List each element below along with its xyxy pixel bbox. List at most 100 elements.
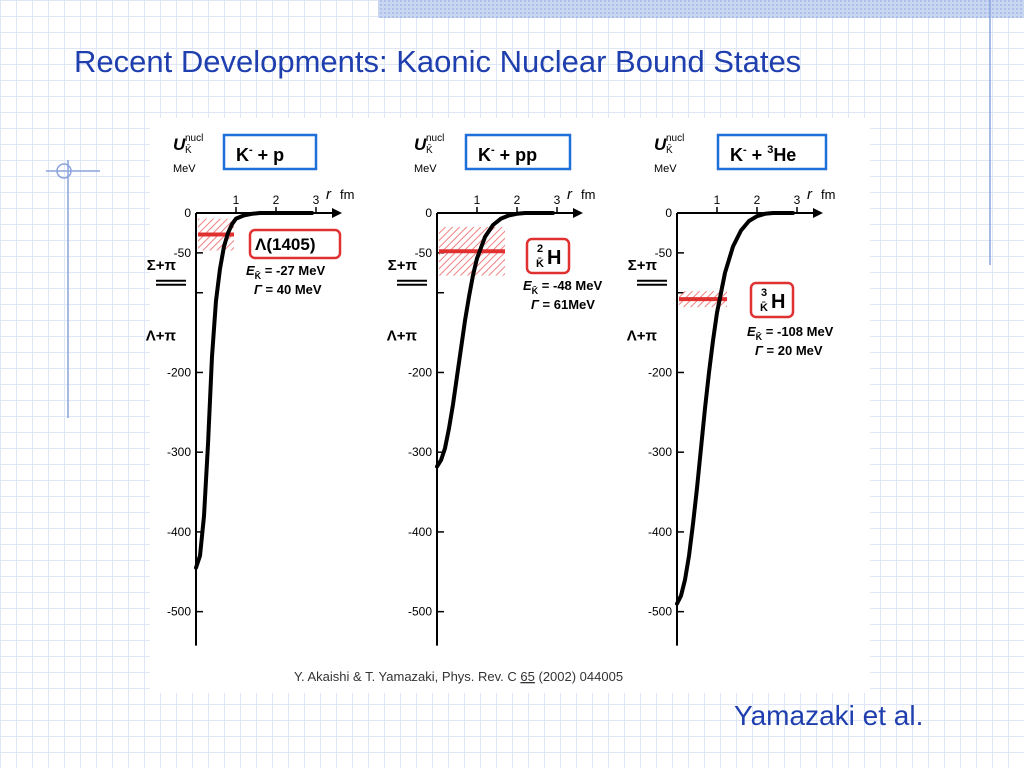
y-tick-label: -300 [408, 445, 432, 459]
y-tick-label: 0 [184, 206, 191, 220]
state-label-element: H [547, 247, 561, 269]
x-axis-variable: r [807, 186, 813, 203]
system-label-superscript: - [249, 144, 253, 156]
y-tick-label: -300 [648, 445, 672, 459]
y-tick-label: 0 [665, 206, 672, 220]
y-axis-label: U [414, 135, 427, 154]
y-axis-label-superscript: nucl [426, 133, 444, 144]
state-label-kaon: K̄ [536, 258, 544, 270]
x-tick-label: 3 [794, 193, 801, 207]
x-tick-label: 2 [754, 193, 761, 207]
x-axis-unit: fm [821, 187, 835, 202]
y-tick-label: -200 [648, 365, 672, 379]
x-axis-variable: r [326, 186, 332, 203]
x-tick-label: 1 [714, 193, 721, 207]
width-symbol: Γ [531, 297, 540, 312]
width-value: = 40 MeV [262, 282, 322, 297]
x-axis-arrow [332, 208, 342, 218]
state-label: Λ(1405) [255, 235, 315, 254]
x-axis-variable: r [567, 186, 573, 203]
x-axis-arrow [813, 208, 823, 218]
potential-curve [435, 211, 555, 469]
slide-footer: Yamazaki et al. [734, 700, 924, 731]
slide-title: Recent Developments: Kaonic Nuclear Boun… [74, 44, 802, 79]
state-label-mass-number: 3 [761, 287, 767, 299]
state-label-box [749, 281, 795, 319]
citation-volume: 65 [520, 669, 534, 684]
y-axis-label-symbol: U [414, 135, 427, 154]
system-label-mid: + [747, 145, 768, 165]
state-energy-text: EK̄ = -108 MeV [747, 324, 834, 342]
state-width-text: Γ = 40 MeV [254, 282, 322, 297]
x-tick-label: 3 [554, 193, 561, 207]
threshold-label: Σ+π [388, 257, 418, 274]
y-axis-label-symbol: U [654, 135, 667, 154]
system-label-base: K [478, 145, 491, 165]
system-label-rest: + pp [495, 145, 538, 165]
system-label-box [464, 133, 572, 171]
y-axis-unit: MeV [654, 163, 677, 175]
y-axis-unit: MeV [173, 163, 196, 175]
width-symbol: Γ [254, 282, 263, 297]
state-energy-text: EK̄ = -27 MeV [246, 263, 325, 281]
y-tick-label: -400 [167, 525, 191, 539]
x-tick-label: 2 [273, 193, 280, 207]
y-tick-label: -50 [655, 246, 673, 260]
y-tick-label: -50 [174, 246, 192, 260]
width-symbol: Γ [755, 343, 764, 358]
energy-subscript: K̄ [255, 271, 262, 281]
chart-panel [150, 118, 870, 693]
y-axis-label-subscript: K̄ [185, 143, 192, 156]
system-label: K- + pp [478, 144, 537, 165]
citation: Y. Akaishi & T. Yamazaki, Phys. Rev. C 6… [294, 669, 623, 684]
x-tick-label: 3 [313, 193, 320, 207]
y-tick-label: -200 [167, 365, 191, 379]
system-label-superscript: - [491, 144, 495, 156]
system-label: K- + 3He [730, 144, 796, 165]
system-label-base: K [236, 145, 249, 165]
y-axis-label-subscript: K̄ [426, 143, 433, 156]
y-tick-label: -300 [167, 445, 191, 459]
energy-symbol: E [523, 278, 532, 293]
system-label-base: K [730, 145, 743, 165]
energy-symbol: E [747, 324, 756, 339]
state-label-element: H [771, 291, 785, 313]
citation-post: (2002) 044005 [535, 669, 623, 684]
y-axis-label: U [654, 135, 667, 154]
threshold-label: Σ+π [147, 257, 177, 274]
state-label-box [525, 237, 571, 275]
crosshair-circle [56, 163, 72, 179]
x-axis-unit: fm [581, 187, 595, 202]
system-label-superscript: - [743, 144, 747, 156]
y-axis-label-superscript: nucl [185, 133, 203, 144]
y-axis-label: U [173, 135, 186, 154]
x-axis-arrow [573, 208, 583, 218]
energy-subscript: K̄ [532, 286, 539, 296]
energy-value: = -108 MeV [762, 324, 834, 339]
energy-symbol: E [246, 263, 255, 278]
system-label-superscript-2: 3 [767, 144, 773, 156]
y-tick-label: -400 [408, 525, 432, 539]
system-label-box [716, 133, 828, 171]
y-tick-label: -200 [408, 365, 432, 379]
state-label-box [248, 228, 342, 260]
y-axis-label-superscript: nucl [666, 133, 684, 144]
threshold-label: Λ+π [146, 328, 177, 345]
energy-value: = -48 MeV [538, 278, 602, 293]
y-tick-label: -400 [648, 525, 672, 539]
y-axis-label-symbol: U [173, 135, 186, 154]
state-energy-text: EK̄ = -48 MeV [523, 278, 602, 296]
system-label-rest: He [773, 145, 796, 165]
y-axis-label-subscript: K̄ [666, 143, 673, 156]
energy-subscript: K̄ [756, 332, 763, 342]
state-label-mass-number: 2 [537, 243, 543, 255]
x-tick-label: 1 [233, 193, 240, 207]
width-value: = 61MeV [539, 297, 595, 312]
x-axis-unit: fm [340, 187, 354, 202]
potential-curve [194, 211, 314, 570]
